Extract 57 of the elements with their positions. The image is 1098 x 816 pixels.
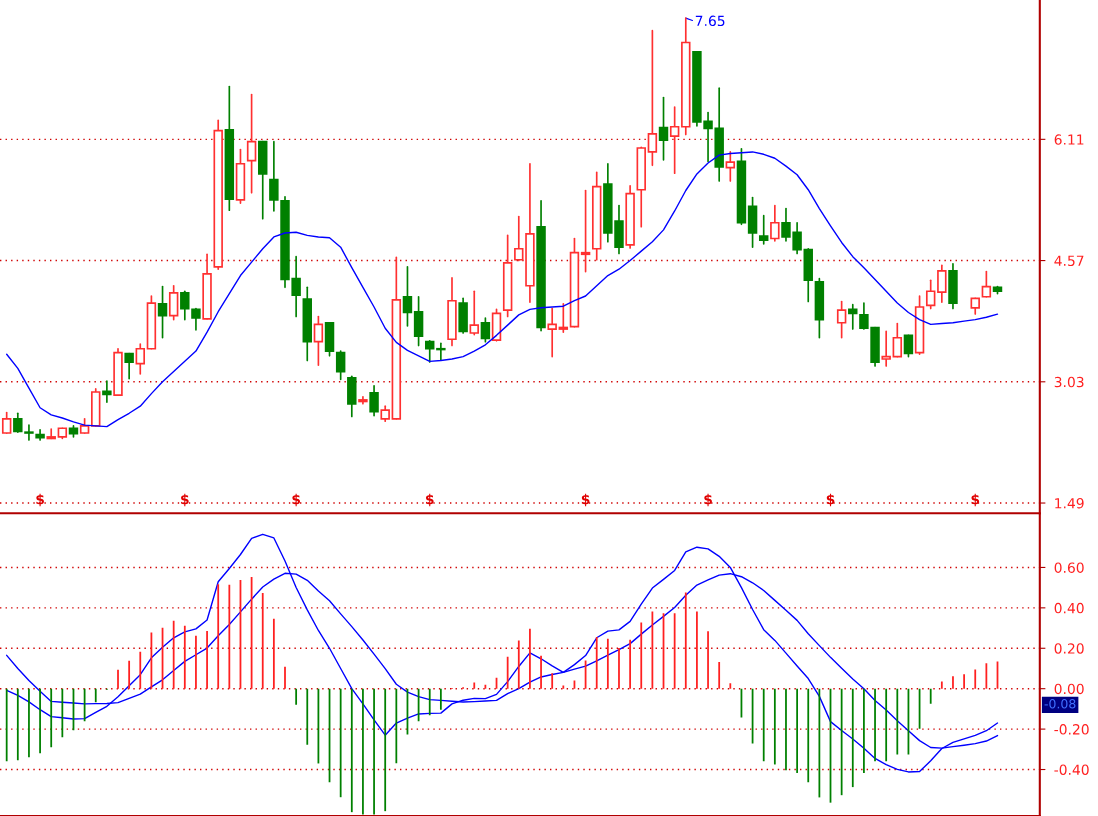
candlestick bbox=[313, 315, 324, 367]
candlestick bbox=[981, 270, 992, 298]
candlestick bbox=[658, 96, 669, 161]
annotation: $ bbox=[704, 493, 712, 507]
candlestick bbox=[881, 330, 891, 367]
candlestick bbox=[848, 303, 858, 330]
candlestick bbox=[46, 428, 56, 440]
y-tick-label: -0.40 bbox=[1054, 764, 1089, 775]
candlestick bbox=[246, 93, 257, 194]
candlestick bbox=[402, 266, 413, 327]
y-tick-label: 0.20 bbox=[1054, 643, 1084, 654]
y-tick-label: 0.60 bbox=[1054, 562, 1084, 573]
candlestick bbox=[369, 384, 379, 417]
candlestick bbox=[102, 380, 112, 404]
annotation: $ bbox=[425, 493, 434, 507]
candlestick bbox=[157, 285, 168, 339]
y-tick-label: 0.40 bbox=[1054, 602, 1084, 614]
candlestick bbox=[580, 189, 591, 273]
candlestick bbox=[424, 340, 435, 363]
candlestick bbox=[335, 350, 346, 381]
candlestick bbox=[836, 300, 847, 339]
candlestick bbox=[547, 307, 557, 358]
candlestick bbox=[669, 106, 680, 175]
annotation: $ bbox=[292, 493, 301, 507]
candlestick bbox=[892, 322, 903, 358]
annotation: $ bbox=[971, 493, 980, 507]
annotation: $ bbox=[581, 493, 590, 507]
candlestick bbox=[124, 352, 134, 380]
candlestick bbox=[647, 29, 658, 167]
annotation: $ bbox=[36, 493, 44, 507]
annotation: $ bbox=[826, 493, 835, 507]
candlestick bbox=[358, 395, 368, 405]
annotation: $ bbox=[181, 493, 189, 507]
candlestick bbox=[925, 279, 936, 310]
candlestick bbox=[758, 214, 769, 245]
y-tick-label: 6.11 bbox=[1054, 134, 1084, 145]
candlestick bbox=[180, 290, 190, 321]
candlestick bbox=[558, 303, 569, 334]
candlestick bbox=[436, 342, 446, 361]
candlestick bbox=[168, 284, 179, 321]
candlestick bbox=[191, 307, 201, 331]
candlestick bbox=[903, 334, 914, 358]
annotation: 7.65 bbox=[695, 15, 725, 27]
candlestick bbox=[1, 411, 12, 434]
line-series bbox=[5, 533, 999, 773]
candlestick bbox=[469, 290, 479, 336]
y-tick-label: 0.00 bbox=[1054, 683, 1084, 695]
candlestick bbox=[135, 343, 146, 375]
y-tick-label: -0.20 bbox=[1054, 724, 1089, 735]
y-tick-label: 1.49 bbox=[1055, 498, 1084, 509]
y-tick-label: 3.03 bbox=[1054, 376, 1084, 388]
candlestick bbox=[770, 204, 780, 242]
candlestick bbox=[725, 151, 736, 182]
y-tick-label: 4.57 bbox=[1054, 255, 1084, 267]
candlestick bbox=[937, 264, 947, 304]
text: -0.08 bbox=[1044, 699, 1076, 709]
candlestick bbox=[480, 317, 491, 343]
